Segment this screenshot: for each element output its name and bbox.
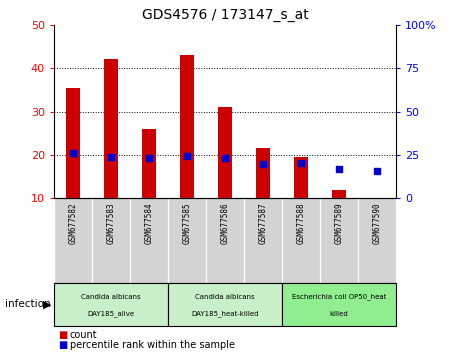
Point [108,155,115,160]
Text: GSM677582: GSM677582 [68,202,77,244]
Text: Candida albicans: Candida albicans [81,294,141,300]
Point [221,155,229,161]
Text: infection: infection [4,299,50,309]
Text: GSM677588: GSM677588 [297,202,306,244]
Point [374,169,381,174]
Point [297,160,305,166]
Bar [168,198,206,283]
Text: ▶: ▶ [43,299,51,309]
Text: DAY185_heat-killed: DAY185_heat-killed [191,310,259,317]
Bar [104,59,117,198]
Text: count: count [70,330,97,339]
Text: GSM677589: GSM677589 [334,202,343,244]
Bar [320,198,358,283]
Bar [256,148,270,198]
Bar [282,198,320,283]
Bar [92,198,130,283]
Bar [333,190,346,198]
Bar [294,157,308,198]
Text: ■: ■ [58,340,68,350]
Text: GSM677587: GSM677587 [258,202,267,244]
Text: percentile rank within the sample: percentile rank within the sample [70,340,235,350]
Bar [358,198,396,283]
Text: GSM677583: GSM677583 [107,202,116,244]
Bar [244,198,282,283]
Text: Escherichia coli OP50_heat: Escherichia coli OP50_heat [292,293,386,300]
Bar [180,55,194,198]
Text: GSM677585: GSM677585 [183,202,192,244]
Bar [66,88,80,198]
Point [335,166,342,172]
Bar [206,198,244,283]
Text: Candida albicans: Candida albicans [195,294,255,300]
Text: ■: ■ [58,330,68,339]
Point [145,155,153,161]
Text: GSM677590: GSM677590 [373,202,382,244]
Text: DAY185_alive: DAY185_alive [87,310,135,317]
Bar [168,283,282,326]
Bar [142,129,156,198]
Bar [54,283,168,326]
Title: GDS4576 / 173147_s_at: GDS4576 / 173147_s_at [142,8,308,22]
Point [259,161,266,166]
Bar [54,198,92,283]
Bar [218,107,232,198]
Text: GSM677586: GSM677586 [220,202,230,244]
Text: killed: killed [329,311,348,317]
Point [184,153,191,159]
Point [69,150,76,156]
Bar [282,283,396,326]
Bar [130,198,168,283]
Text: GSM677584: GSM677584 [144,202,153,244]
